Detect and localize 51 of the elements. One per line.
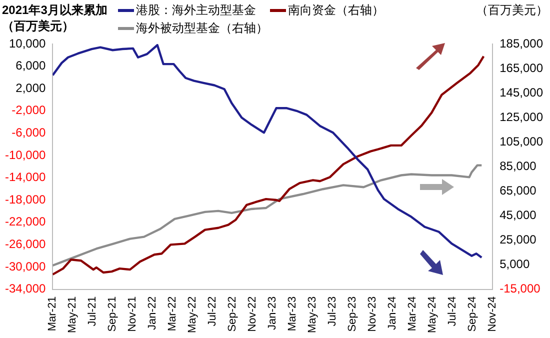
y2-tick-label: 185,000 — [500, 36, 544, 50]
y2-tick-label: 165,000 — [500, 60, 544, 75]
x-tick-label: Mar-23 — [286, 296, 299, 332]
x-tick-label: Jul-21 — [86, 296, 99, 326]
y-tick-label: 6,000 — [16, 58, 46, 73]
y-tick-label: -18,000 — [4, 192, 46, 206]
x-tick-label: Nov-23 — [366, 296, 379, 332]
y-tick-label: -22,000 — [4, 214, 46, 229]
x-tick-label: Sep-24 — [466, 296, 479, 332]
x-tick-label: Jan-23 — [266, 296, 279, 330]
x-tick-label: Nov-21 — [126, 296, 139, 332]
x-tick-label: May-21 — [66, 296, 79, 334]
y2-tick-label: 5,000 — [500, 257, 530, 272]
x-tick-label: Mar-22 — [166, 296, 179, 332]
x-tick-label: Sep-23 — [346, 296, 359, 332]
x-tick-label: Nov-22 — [246, 296, 259, 332]
x-tick-label: May-23 — [306, 296, 319, 334]
x-tick-label: Jan-24 — [386, 296, 399, 330]
y2-tick-label: 145,000 — [500, 85, 544, 100]
y-tick-label: -34,000 — [4, 282, 46, 296]
x-tick-label: Jul-23 — [326, 296, 339, 326]
y-tick-label: 10,000 — [8, 36, 46, 50]
y2-tick-label: 105,000 — [500, 134, 544, 148]
y-tick-label: -2,000 — [12, 103, 46, 118]
x-tick-label: Nov-24 — [486, 296, 499, 332]
legend-label: 港股：海外主动型基金 — [136, 2, 256, 19]
legend-label: 海外被动型基金（右轴） — [136, 20, 268, 37]
y2-tick-label: 125,000 — [500, 110, 544, 124]
y2-tick-label: 45,000 — [500, 208, 537, 222]
y2-tick-label: 25,000 — [500, 232, 537, 247]
x-tick-label: Jan-22 — [146, 296, 159, 330]
y-tick-label: -26,000 — [4, 237, 46, 252]
x-tick-label: Mar-21 — [46, 296, 59, 332]
y-tick-label: -10,000 — [4, 148, 46, 162]
x-tick-label: Mar-24 — [406, 296, 419, 332]
x-tick-label: Sep-21 — [106, 296, 119, 332]
x-tick-label: Jul-22 — [206, 296, 219, 326]
y-tick-label: -30,000 — [4, 259, 46, 274]
y-tick-label: -6,000 — [12, 126, 46, 140]
y2-tick-label: 85,000 — [500, 158, 537, 173]
y-axis-title: 2021年3月以来累加（百万美元） — [2, 2, 108, 34]
y2-axis-title: （百万美元） — [476, 2, 548, 18]
x-tick-label: May-22 — [186, 296, 199, 334]
x-tick-label: Jul-24 — [446, 296, 459, 326]
y-tick-label: -14,000 — [4, 170, 46, 184]
x-tick-label: Sep-22 — [226, 296, 239, 332]
y2-tick-label: -15,000 — [500, 282, 541, 296]
y2-tick-label: 65,000 — [500, 184, 537, 198]
legend-label: 南向资金（右轴） — [288, 2, 384, 19]
y-tick-label: 2,000 — [16, 80, 46, 95]
x-tick-label: May-24 — [426, 296, 439, 334]
